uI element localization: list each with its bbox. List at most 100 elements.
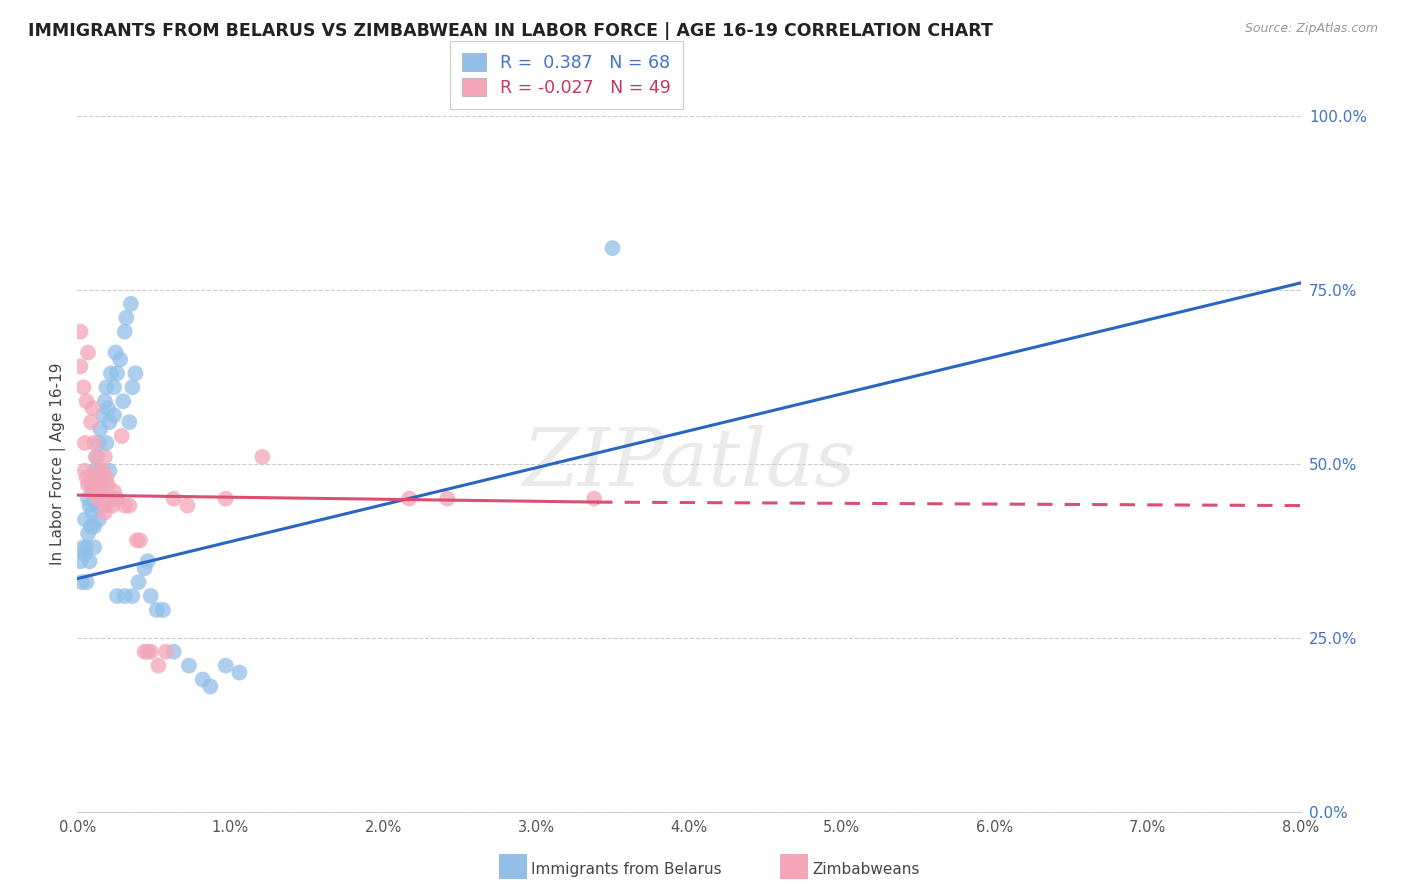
Point bbox=[146, 603, 169, 617]
Point bbox=[177, 658, 200, 673]
Y-axis label: In Labor Force | Age 16-19: In Labor Force | Age 16-19 bbox=[51, 362, 66, 566]
Point bbox=[73, 512, 96, 526]
Point bbox=[87, 512, 110, 526]
Point bbox=[82, 506, 104, 520]
Point bbox=[91, 464, 114, 478]
Point bbox=[91, 491, 114, 506]
Point bbox=[73, 547, 96, 561]
Point bbox=[72, 541, 94, 555]
Point bbox=[125, 533, 148, 548]
Point bbox=[152, 603, 174, 617]
Point bbox=[73, 436, 96, 450]
Point bbox=[96, 491, 118, 506]
Point bbox=[87, 464, 110, 478]
Point bbox=[80, 471, 103, 485]
Point bbox=[112, 394, 135, 409]
Point bbox=[114, 499, 136, 513]
Point bbox=[136, 645, 159, 659]
Point bbox=[127, 575, 149, 590]
Point bbox=[191, 673, 214, 687]
Point bbox=[98, 415, 121, 429]
Point bbox=[97, 401, 120, 416]
Point bbox=[94, 450, 117, 464]
Point bbox=[96, 436, 118, 450]
Point bbox=[86, 499, 108, 513]
Point bbox=[108, 352, 131, 367]
Point bbox=[83, 464, 105, 478]
Point bbox=[89, 422, 111, 436]
Point bbox=[87, 491, 110, 506]
Point bbox=[124, 367, 146, 381]
Point bbox=[91, 408, 114, 422]
Point bbox=[118, 499, 141, 513]
Point bbox=[94, 394, 117, 409]
Point bbox=[83, 541, 105, 555]
Point bbox=[111, 429, 134, 443]
Point bbox=[69, 554, 91, 568]
Point bbox=[98, 464, 121, 478]
Point bbox=[94, 506, 117, 520]
Point bbox=[83, 436, 105, 450]
Point bbox=[89, 477, 111, 491]
Legend: R =  0.387   N = 68, R = -0.027   N = 49: R = 0.387 N = 68, R = -0.027 N = 49 bbox=[450, 41, 683, 109]
Point bbox=[98, 491, 121, 506]
Point bbox=[103, 408, 125, 422]
Point bbox=[77, 477, 100, 491]
Point bbox=[76, 471, 98, 485]
Point bbox=[73, 464, 96, 478]
Point bbox=[87, 471, 110, 485]
Point bbox=[104, 345, 127, 359]
Point bbox=[82, 484, 104, 499]
Point bbox=[70, 575, 93, 590]
Point bbox=[89, 464, 111, 478]
Point bbox=[86, 450, 108, 464]
Point bbox=[83, 519, 105, 533]
Point bbox=[252, 450, 274, 464]
Point bbox=[76, 575, 98, 590]
Text: Immigrants from Belarus: Immigrants from Belarus bbox=[531, 863, 723, 877]
Point bbox=[91, 491, 114, 506]
Point bbox=[163, 645, 186, 659]
Point bbox=[76, 541, 98, 555]
Point bbox=[96, 471, 118, 485]
Point bbox=[87, 436, 110, 450]
Point bbox=[84, 484, 107, 499]
Point bbox=[96, 380, 118, 394]
Text: ZIPatlas: ZIPatlas bbox=[522, 425, 856, 502]
Point bbox=[80, 477, 103, 491]
Point bbox=[602, 241, 624, 255]
Point bbox=[121, 589, 143, 603]
Point bbox=[436, 491, 458, 506]
Point bbox=[104, 491, 127, 506]
Point bbox=[139, 645, 162, 659]
Point bbox=[105, 491, 128, 506]
Point bbox=[121, 380, 143, 394]
Point bbox=[77, 345, 100, 359]
Point bbox=[79, 499, 101, 513]
Text: Zimbabweans: Zimbabweans bbox=[813, 863, 920, 877]
Point bbox=[139, 589, 162, 603]
Point bbox=[115, 310, 138, 325]
Point bbox=[83, 471, 105, 485]
Point bbox=[214, 658, 236, 673]
Point bbox=[69, 325, 91, 339]
Point bbox=[214, 491, 236, 506]
Point bbox=[84, 450, 107, 464]
Point bbox=[120, 297, 142, 311]
Point bbox=[82, 401, 104, 416]
Point bbox=[134, 645, 156, 659]
Point bbox=[87, 477, 110, 491]
Point bbox=[148, 658, 170, 673]
Point bbox=[69, 359, 91, 374]
Point bbox=[79, 554, 101, 568]
Point bbox=[136, 554, 159, 568]
Point bbox=[398, 491, 420, 506]
Point bbox=[94, 477, 117, 491]
Point bbox=[200, 680, 222, 694]
Point bbox=[91, 499, 114, 513]
Text: IMMIGRANTS FROM BELARUS VS ZIMBABWEAN IN LABOR FORCE | AGE 16-19 CORRELATION CHA: IMMIGRANTS FROM BELARUS VS ZIMBABWEAN IN… bbox=[28, 22, 993, 40]
Point bbox=[129, 533, 152, 548]
Point bbox=[96, 499, 118, 513]
Point bbox=[100, 367, 122, 381]
Point bbox=[72, 380, 94, 394]
